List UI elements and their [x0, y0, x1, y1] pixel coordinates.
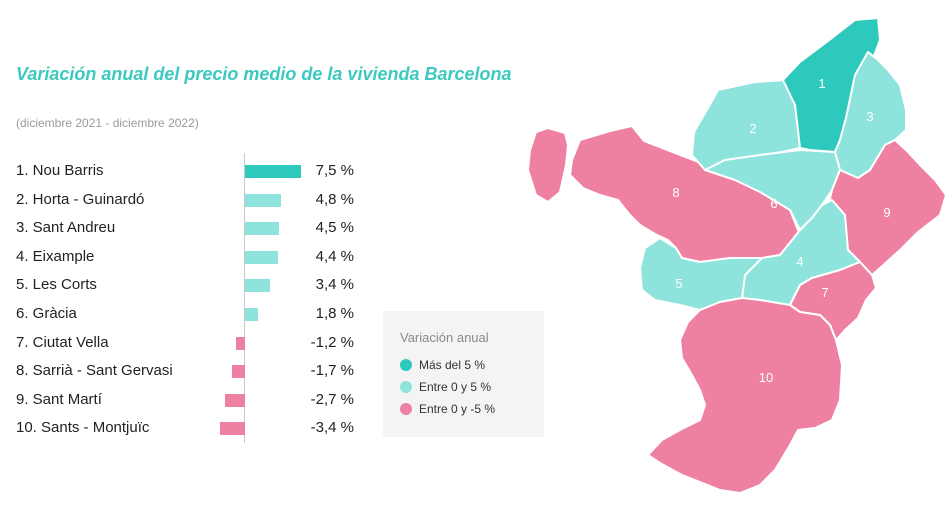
- category-label: 7. Ciutat Vella: [16, 333, 109, 351]
- district-number-label: 6: [770, 196, 777, 211]
- data-label: 4,8 %: [315, 190, 354, 208]
- district-number-label: 4: [796, 254, 803, 269]
- legend-label: Entre 0 y 5 %: [419, 380, 492, 394]
- category-label: 6. Gràcia: [16, 305, 77, 322]
- chart-title: Variación anual del precio medio de la v…: [16, 64, 512, 84]
- category-label: 2. Horta - Guinardó: [16, 190, 145, 208]
- legend: Variación anual Más del 5 % Entre 0 y 5 …: [383, 311, 544, 437]
- legend-item-above-5: Más del 5 %: [400, 357, 485, 373]
- category-label: 1. Nou Barris: [16, 162, 104, 179]
- data-label: 7,5 %: [315, 162, 354, 179]
- legend-item-0-to-5: Entre 0 y 5 %: [400, 379, 491, 395]
- category-label: 5. Les Corts: [16, 276, 97, 294]
- district-number-label: 7: [821, 285, 828, 300]
- district-shape-6: [704, 149, 841, 231]
- district-number-label: 2: [749, 121, 756, 136]
- category-label: 8. Sarrià - Sant Gervasi: [16, 362, 173, 380]
- zero-axis-line: [244, 153, 245, 443]
- data-label: -1,7 %: [310, 362, 354, 380]
- legend-swatch-0-to-5: [400, 381, 412, 393]
- category-label: 9. Sant Martí: [16, 390, 102, 408]
- district-number-label: 3: [866, 109, 873, 124]
- legend-swatch-0-to-minus-5: [400, 403, 412, 415]
- data-label: 4,4 %: [315, 247, 354, 265]
- district-shape-9: [824, 139, 947, 276]
- data-label: 4,5 %: [315, 219, 354, 237]
- legend-item-0-to-minus-5: Entre 0 y -5 %: [400, 401, 495, 417]
- bar: [245, 250, 278, 264]
- bar: [245, 308, 259, 321]
- district-number-label: 8: [672, 185, 679, 200]
- category-label: 10. Sants - Montjuïc: [16, 419, 150, 437]
- bar: [236, 336, 245, 350]
- bar: [232, 365, 245, 379]
- district-number-label: 5: [675, 276, 682, 291]
- legend-label: Entre 0 y -5 %: [419, 402, 496, 416]
- data-label: 1,8 %: [315, 305, 354, 322]
- legend-swatch-above-5: [400, 359, 412, 371]
- district-number-label: 10: [759, 370, 773, 385]
- data-label: -3,4 %: [310, 419, 354, 437]
- district-shape-10: [647, 297, 843, 494]
- district-number-label: 1: [818, 76, 825, 91]
- category-label: 3. Sant Andreu: [16, 219, 116, 237]
- bar: [245, 279, 271, 293]
- bar: [219, 422, 245, 436]
- bar: [245, 193, 281, 207]
- data-label: -1,2 %: [310, 333, 354, 351]
- legend-title: Variación anual: [400, 330, 489, 345]
- bar: [245, 222, 279, 236]
- bar: [224, 393, 245, 407]
- data-label: -2,7 %: [310, 390, 354, 408]
- chart-subtitle: (diciembre 2021 - diciembre 2022): [16, 116, 199, 130]
- district-number-label: 9: [883, 205, 890, 220]
- category-label: 4. Eixample: [16, 247, 95, 265]
- legend-label: Más del 5 %: [419, 358, 486, 372]
- bar: [245, 165, 301, 178]
- data-label: 3,4 %: [315, 276, 354, 294]
